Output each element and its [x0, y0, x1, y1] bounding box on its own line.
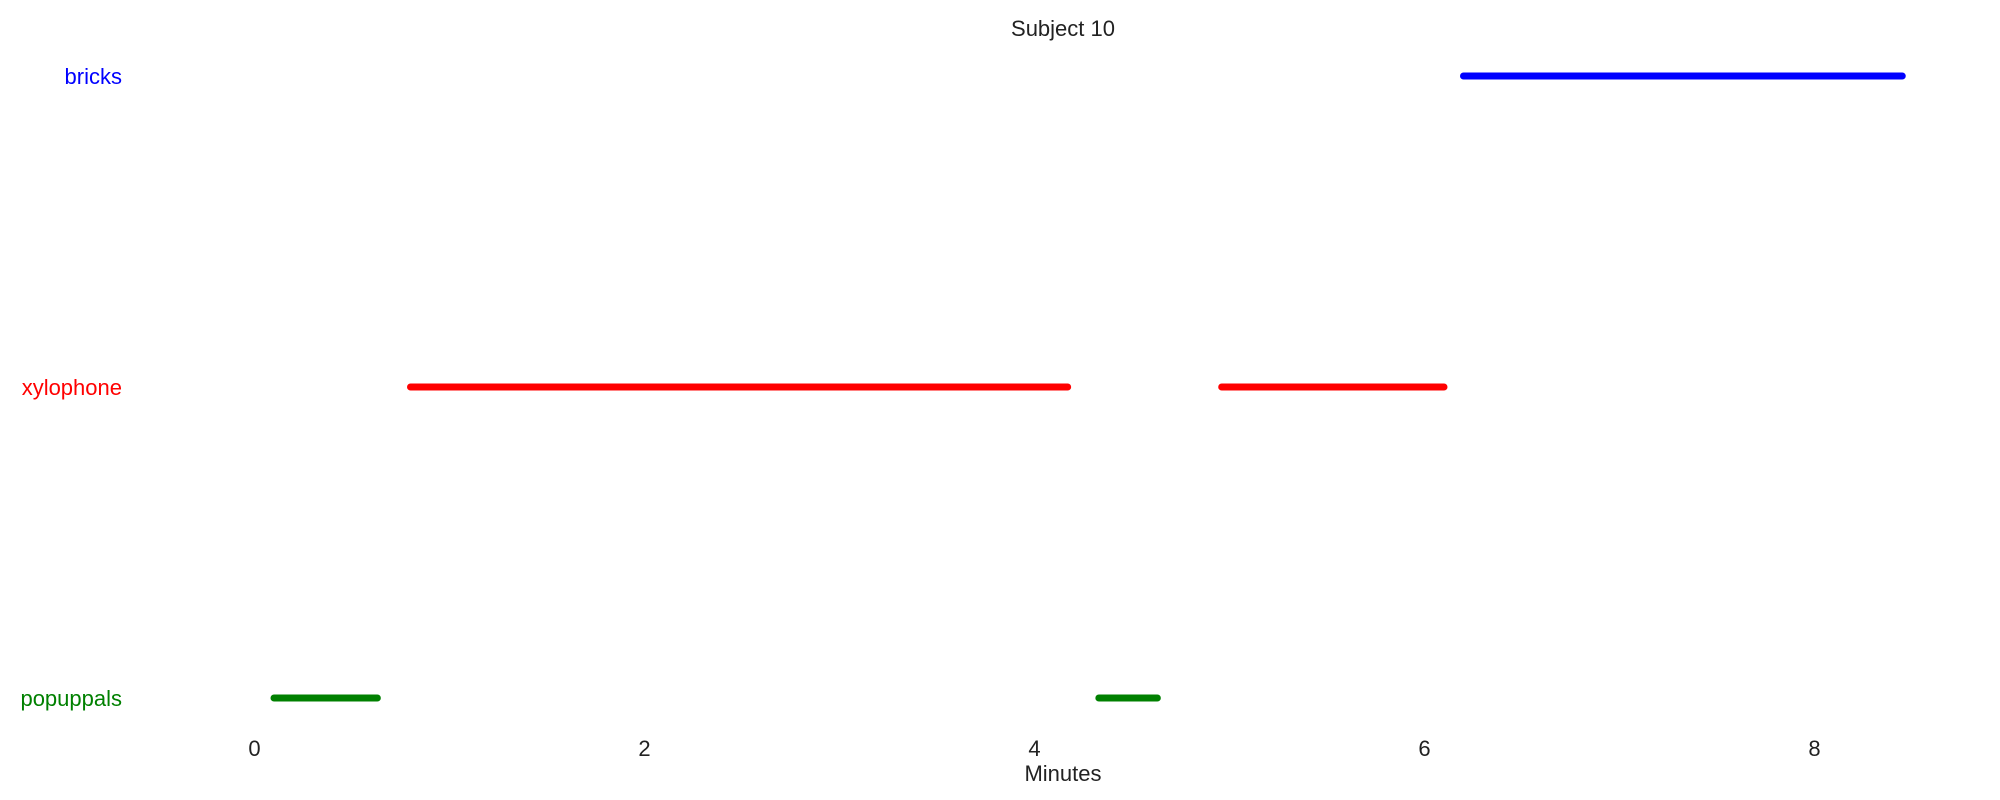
row-label-xylophone: xylophone	[22, 375, 122, 400]
x-tick-label: 2	[638, 736, 650, 761]
row-bars	[270, 72, 1906, 702]
x-axis-ticks: 0 2 4 6 8	[248, 736, 1820, 761]
x-tick-label: 4	[1028, 736, 1040, 761]
row-labels: bricks xylophone popuppals	[20, 64, 122, 711]
x-tick-label: 8	[1808, 736, 1820, 761]
row-label-popuppals: popuppals	[20, 686, 122, 711]
row-label-bricks: bricks	[65, 64, 122, 89]
x-tick-label: 0	[248, 736, 260, 761]
x-axis-label: Minutes	[1024, 761, 1101, 786]
chart-title: Subject 10	[1011, 16, 1115, 41]
x-tick-label: 6	[1418, 736, 1430, 761]
